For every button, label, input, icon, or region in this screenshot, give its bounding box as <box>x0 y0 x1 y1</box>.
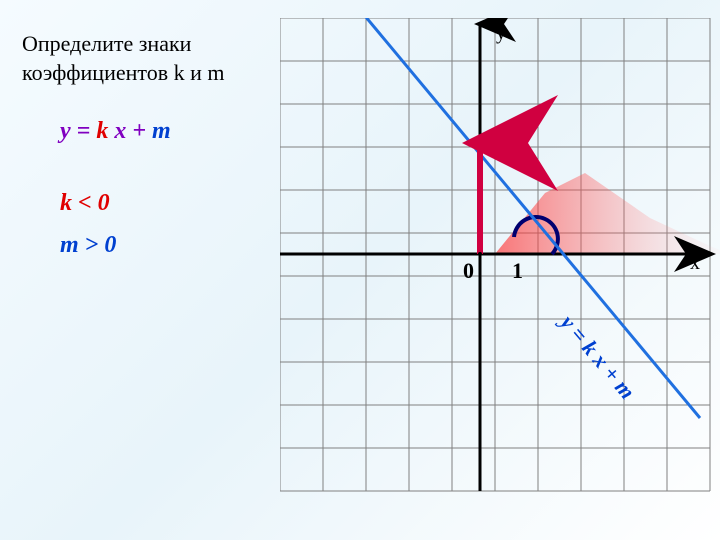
task-text: Определите знаки коэффициентов k и m <box>22 30 252 87</box>
x-axis-label: x <box>690 252 700 275</box>
k-sign: k < 0 <box>60 190 110 217</box>
eq-y: y <box>60 118 71 144</box>
origin-dot <box>478 252 482 256</box>
eq-plus: + <box>126 118 152 144</box>
origin-label: 0 <box>463 258 474 284</box>
eq-m: m <box>152 118 171 144</box>
eq-x: x <box>114 118 126 144</box>
coordinate-chart <box>280 18 720 518</box>
unit-label: 1 <box>512 258 523 284</box>
main-equation: y = k x + m <box>60 118 171 145</box>
eq-equals: = <box>71 118 97 144</box>
y-axis-label: y <box>496 22 506 45</box>
eq-k: k <box>96 118 108 144</box>
m-sign: m > 0 <box>60 232 116 259</box>
